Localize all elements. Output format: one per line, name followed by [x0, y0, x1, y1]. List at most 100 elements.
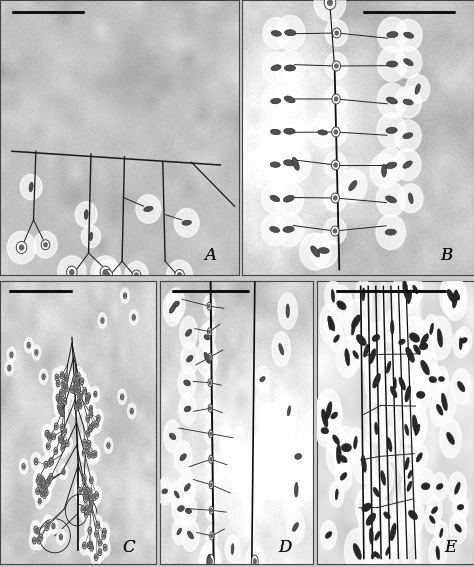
- Circle shape: [60, 407, 62, 410]
- Circle shape: [46, 481, 48, 484]
- Circle shape: [64, 400, 65, 403]
- Circle shape: [92, 454, 94, 456]
- Ellipse shape: [180, 454, 186, 460]
- Circle shape: [345, 528, 370, 567]
- Circle shape: [46, 432, 48, 435]
- Circle shape: [329, 325, 344, 352]
- Circle shape: [58, 398, 59, 401]
- Circle shape: [75, 384, 76, 387]
- Ellipse shape: [270, 227, 280, 232]
- Circle shape: [52, 368, 62, 387]
- Circle shape: [132, 270, 141, 280]
- Circle shape: [42, 425, 52, 443]
- Circle shape: [130, 408, 133, 414]
- Circle shape: [60, 422, 70, 441]
- Circle shape: [263, 52, 290, 83]
- Circle shape: [59, 405, 63, 412]
- Circle shape: [40, 476, 44, 483]
- Circle shape: [254, 559, 256, 564]
- Ellipse shape: [415, 424, 420, 435]
- Ellipse shape: [399, 339, 405, 345]
- Ellipse shape: [270, 195, 280, 202]
- Circle shape: [76, 373, 80, 379]
- Circle shape: [58, 256, 86, 289]
- Circle shape: [209, 304, 210, 308]
- Circle shape: [81, 483, 91, 501]
- Circle shape: [84, 488, 85, 490]
- Ellipse shape: [386, 61, 398, 67]
- Circle shape: [45, 489, 48, 496]
- Circle shape: [47, 478, 51, 485]
- Ellipse shape: [381, 471, 386, 485]
- Ellipse shape: [177, 528, 182, 535]
- Circle shape: [402, 316, 427, 359]
- Circle shape: [83, 479, 85, 481]
- Circle shape: [107, 443, 110, 448]
- Circle shape: [79, 469, 89, 487]
- Ellipse shape: [339, 455, 347, 463]
- Circle shape: [106, 273, 109, 277]
- Circle shape: [43, 489, 46, 496]
- Text: A: A: [205, 247, 217, 264]
- Circle shape: [61, 411, 63, 413]
- Circle shape: [41, 483, 51, 502]
- Circle shape: [451, 369, 471, 404]
- Circle shape: [205, 448, 217, 470]
- Ellipse shape: [292, 157, 299, 170]
- Circle shape: [83, 476, 85, 479]
- Circle shape: [102, 532, 106, 539]
- Circle shape: [453, 493, 468, 521]
- Circle shape: [121, 396, 123, 398]
- Circle shape: [34, 526, 37, 533]
- Ellipse shape: [436, 546, 440, 560]
- Circle shape: [325, 86, 347, 112]
- Circle shape: [52, 433, 55, 440]
- Circle shape: [207, 555, 214, 567]
- Circle shape: [121, 288, 129, 303]
- Ellipse shape: [413, 285, 418, 294]
- Circle shape: [427, 496, 442, 524]
- Circle shape: [78, 487, 82, 494]
- Ellipse shape: [407, 481, 412, 492]
- Circle shape: [43, 375, 44, 378]
- Ellipse shape: [292, 523, 299, 531]
- Circle shape: [286, 471, 307, 509]
- Circle shape: [272, 332, 291, 366]
- Circle shape: [85, 446, 89, 453]
- Circle shape: [95, 531, 99, 538]
- Circle shape: [65, 384, 66, 386]
- Circle shape: [95, 534, 105, 552]
- Circle shape: [89, 425, 92, 432]
- Ellipse shape: [436, 484, 443, 489]
- Ellipse shape: [406, 347, 414, 362]
- Circle shape: [274, 145, 304, 180]
- Circle shape: [208, 353, 212, 361]
- Circle shape: [85, 397, 89, 404]
- Circle shape: [89, 425, 92, 432]
- Circle shape: [40, 490, 44, 497]
- Circle shape: [429, 537, 447, 567]
- Circle shape: [7, 231, 36, 264]
- Circle shape: [282, 397, 297, 425]
- Circle shape: [399, 184, 423, 213]
- Circle shape: [55, 425, 57, 428]
- Circle shape: [35, 528, 36, 531]
- Circle shape: [348, 341, 363, 369]
- Circle shape: [166, 260, 192, 290]
- Circle shape: [135, 273, 138, 277]
- Circle shape: [45, 430, 49, 437]
- Circle shape: [430, 393, 449, 427]
- Circle shape: [325, 53, 348, 79]
- Circle shape: [7, 347, 16, 362]
- Circle shape: [96, 494, 97, 497]
- Ellipse shape: [284, 96, 295, 103]
- Circle shape: [262, 149, 289, 180]
- Circle shape: [361, 336, 384, 377]
- Circle shape: [405, 75, 430, 103]
- Circle shape: [326, 401, 343, 430]
- Circle shape: [11, 354, 12, 356]
- Circle shape: [357, 333, 376, 368]
- Circle shape: [81, 506, 85, 513]
- Circle shape: [91, 422, 95, 429]
- Circle shape: [96, 522, 100, 528]
